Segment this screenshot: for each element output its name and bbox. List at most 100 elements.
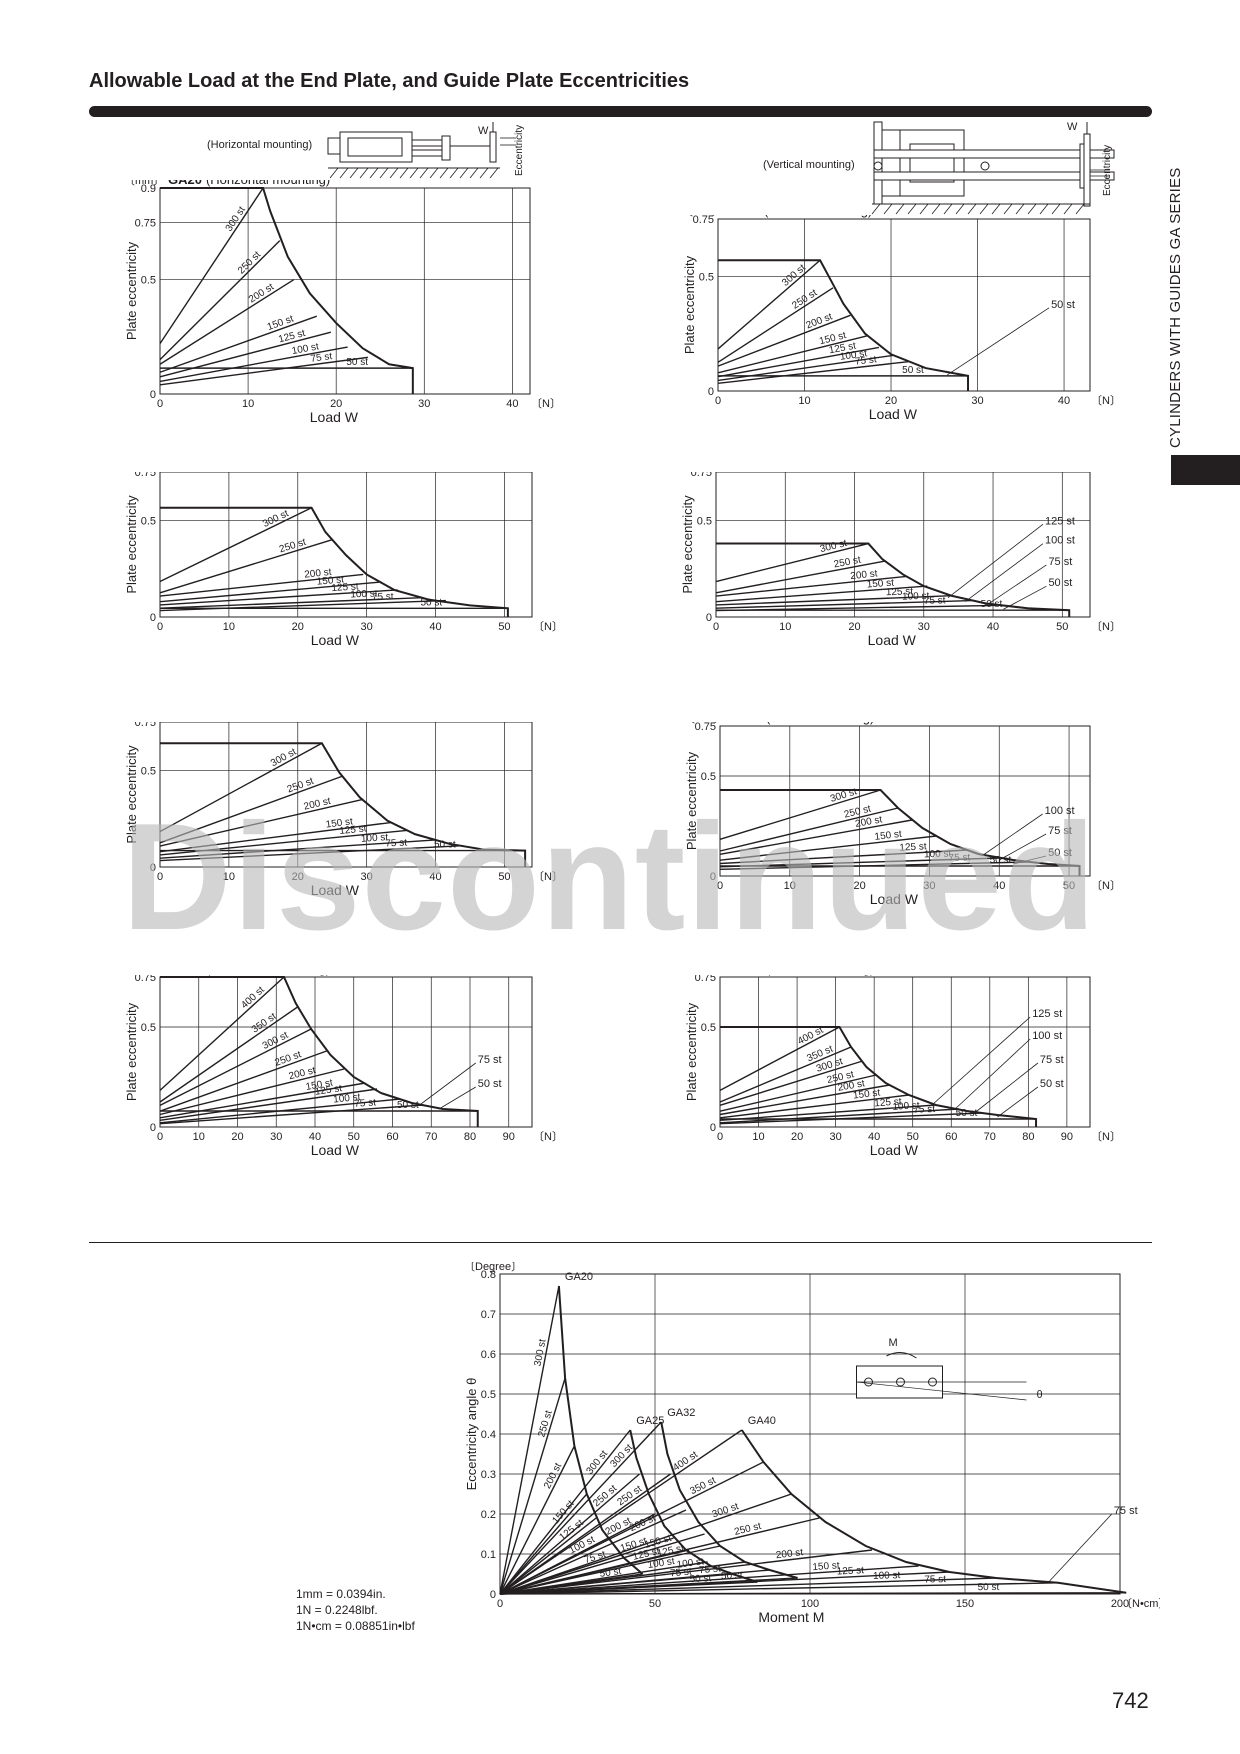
x-tick-label: 40 <box>429 871 441 883</box>
y-tick-label: 0 <box>150 612 156 624</box>
y-tick-label: 0 <box>150 389 156 401</box>
series-label: 150 st <box>325 816 354 830</box>
series-line <box>719 1046 852 1103</box>
series-label: 50 st <box>981 599 1003 610</box>
series-label: 300 st <box>261 508 291 530</box>
y-axis-title: Plate eccentricity <box>124 1002 139 1101</box>
series-line <box>159 976 285 1091</box>
series-label: 200 st <box>850 568 878 582</box>
chart-heading: GA20 (Horizontal mounting) <box>168 180 330 187</box>
envelope-curve <box>740 1429 1127 1594</box>
series-line <box>719 1108 959 1124</box>
conversion-mm: 1mm = 0.0394in. <box>296 1587 386 1601</box>
plot-frame <box>159 472 533 618</box>
series-label: 400 st <box>239 984 267 1011</box>
series-label: 50 st <box>421 597 443 608</box>
series-label: 75 st <box>854 354 877 367</box>
series-line <box>715 599 973 609</box>
y-tick-label: 0.5 <box>141 515 156 527</box>
callout-label: 75 st <box>478 1054 502 1066</box>
y-axis-title: Plate eccentricity <box>680 495 695 594</box>
series-line <box>159 596 422 609</box>
y-axis-title: Plate eccentricity <box>684 1002 699 1101</box>
eccentricity-label: Eccentricity <box>514 125 525 176</box>
callout-label: 50 st <box>1040 1078 1064 1090</box>
series-label: 150 st <box>874 829 903 843</box>
series-line <box>499 1285 560 1595</box>
y-tick-label: 0 <box>706 612 712 624</box>
series-label: 125 st <box>886 586 914 598</box>
series-label: 150 st <box>812 1560 840 1573</box>
x-tick-label: 30 <box>418 398 430 410</box>
y-tick-label: 0.5 <box>699 271 714 283</box>
series-label: 125 st <box>331 581 359 594</box>
series-label: 400 st <box>796 1025 825 1048</box>
chart-moment-eccentricity: 0 50 100 150 200 0 0.1 0.2 0.3 0.4 0.5 0.6 0.7 0.8 〔N•… <box>464 1262 1160 1625</box>
chart-model: GA20 <box>168 180 202 187</box>
series-line <box>499 1561 708 1595</box>
series-label: 100 st <box>873 1570 901 1582</box>
x-tick-label: 150 <box>956 1598 974 1610</box>
series-line <box>499 1569 770 1595</box>
series-label: 150 st <box>866 578 894 591</box>
x-unit: 〔N〕 <box>1091 1130 1121 1143</box>
envelope-curve <box>720 789 1081 876</box>
x-tick-label: 50 <box>1063 880 1075 892</box>
series-line <box>159 278 295 365</box>
envelope-curve <box>160 187 414 394</box>
series-label: 100 st <box>333 1092 361 1106</box>
series-line <box>159 346 348 383</box>
x-tick-label: 50 <box>1056 621 1068 633</box>
y-tick-label: 0.9 <box>141 183 156 195</box>
inset-angle-label: θ <box>1037 1389 1043 1401</box>
series-line <box>499 1429 631 1595</box>
series-line <box>715 575 907 597</box>
series-label: 50 st <box>956 1108 978 1119</box>
series-label: 75 st <box>372 591 394 603</box>
x-tick-label: 90 <box>1061 1131 1073 1143</box>
x-tick-label: 80 <box>1022 1131 1034 1143</box>
x-tick-label: 20 <box>791 1131 803 1143</box>
unit-conversions: 1mm = 0.0394in. 1N = 0.2248lbf. 1N•cm = … <box>296 1586 415 1634</box>
y-axis-title: Plate eccentricity <box>682 255 697 354</box>
inset-tilt <box>856 1381 1027 1401</box>
series-line <box>499 1421 662 1595</box>
series-line <box>717 287 834 363</box>
y-tick-label: 0.75 <box>693 215 714 226</box>
series-line <box>159 240 281 361</box>
series-line <box>499 1517 597 1595</box>
x-tick-label: 60 <box>386 1131 398 1143</box>
callout-label: 50 st <box>1048 577 1072 589</box>
conversion-ncm: 1N•cm = 0.08851in•lbf <box>296 1619 415 1633</box>
x-tick-label: 70 <box>425 1131 437 1143</box>
plot-frame <box>159 976 533 1128</box>
x-tick-label: 30 <box>270 1131 282 1143</box>
x-axis-title: Load W <box>311 882 360 898</box>
y-tick-label: 0.1 <box>481 1549 496 1561</box>
x-tick-label: 20 <box>330 398 342 410</box>
x-tick-label: 70 <box>984 1131 996 1143</box>
y-unit: 〔mm〕 <box>684 975 724 976</box>
plot-frame <box>159 187 531 395</box>
horizontal-mounting-illustration: (Horizontal mounting) W Eccentricity <box>207 122 525 179</box>
y-unit: 〔Degree〕 <box>464 1262 522 1273</box>
series-label: 75 st <box>354 1097 377 1110</box>
callout-line <box>974 1062 1039 1114</box>
series-line <box>499 1533 705 1595</box>
series-label: 250 st <box>278 537 307 556</box>
series-label: 100 st <box>361 832 389 845</box>
series-label: 75 st <box>924 1574 946 1585</box>
series-line <box>717 259 821 350</box>
x-unit: 〔N〕 <box>531 397 561 410</box>
load-w-label-vertical: W <box>1067 121 1078 133</box>
series-line <box>499 1493 792 1595</box>
y-tick-label: 0.75 <box>691 472 712 479</box>
series-label: 200 st <box>542 1461 564 1490</box>
y-unit: 〔mm〕 <box>684 722 724 725</box>
x-tick-label: 40 <box>506 398 518 410</box>
side-section-tab <box>1171 455 1240 485</box>
y-tick-label: 0.5 <box>141 1022 156 1034</box>
x-unit: 〔N〕 <box>533 1130 563 1143</box>
series-line <box>159 538 333 594</box>
